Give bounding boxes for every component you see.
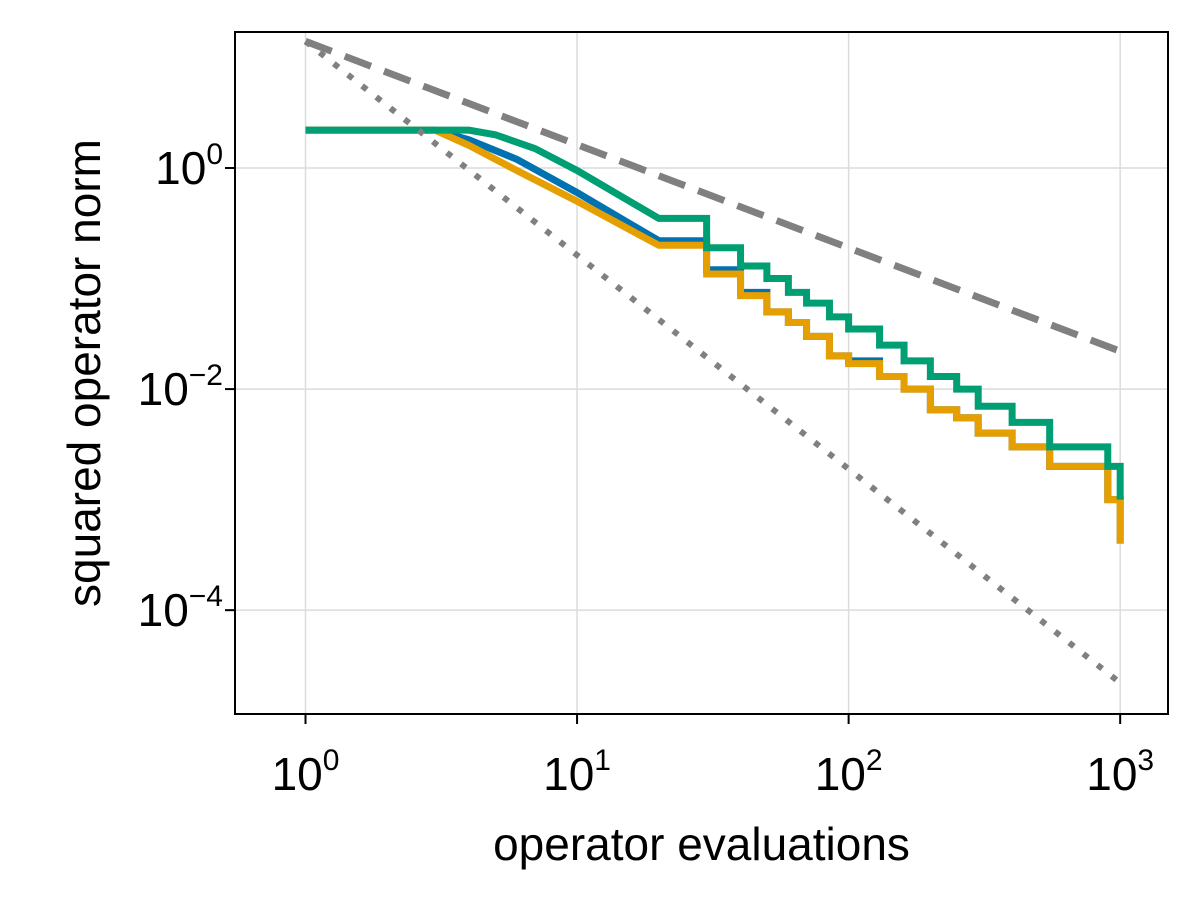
x-tick-label: 101 [543, 744, 611, 800]
series-line [305, 126, 1124, 544]
x-tick-label: 102 [815, 744, 883, 800]
y-tick-label: 10−4 [138, 580, 223, 636]
plot-frame [234, 31, 1169, 715]
series-3 [304, 38, 1122, 355]
series-group [303, 38, 1124, 686]
series-line [305, 126, 1124, 500]
series-1 [305, 126, 1124, 544]
series-line [303, 38, 1123, 686]
series-line [305, 126, 1124, 544]
y-tick-label: 10−2 [138, 359, 223, 415]
x-tick-label: 100 [272, 744, 340, 800]
x-tick-label: 103 [1086, 744, 1154, 800]
series-4 [303, 38, 1123, 686]
x-axis-title: operator evaluations [493, 818, 910, 870]
y-axis-ticks: 100 10−2 10−4 [138, 138, 235, 636]
grid [235, 32, 1168, 714]
y-axis-title: squared operator norm [58, 139, 110, 607]
x-axis-ticks: 100 101 102 103 [272, 714, 1154, 800]
series-0 [305, 126, 1124, 544]
series-2 [305, 126, 1124, 500]
series-line [304, 38, 1122, 355]
y-tick-label: 100 [155, 138, 223, 194]
